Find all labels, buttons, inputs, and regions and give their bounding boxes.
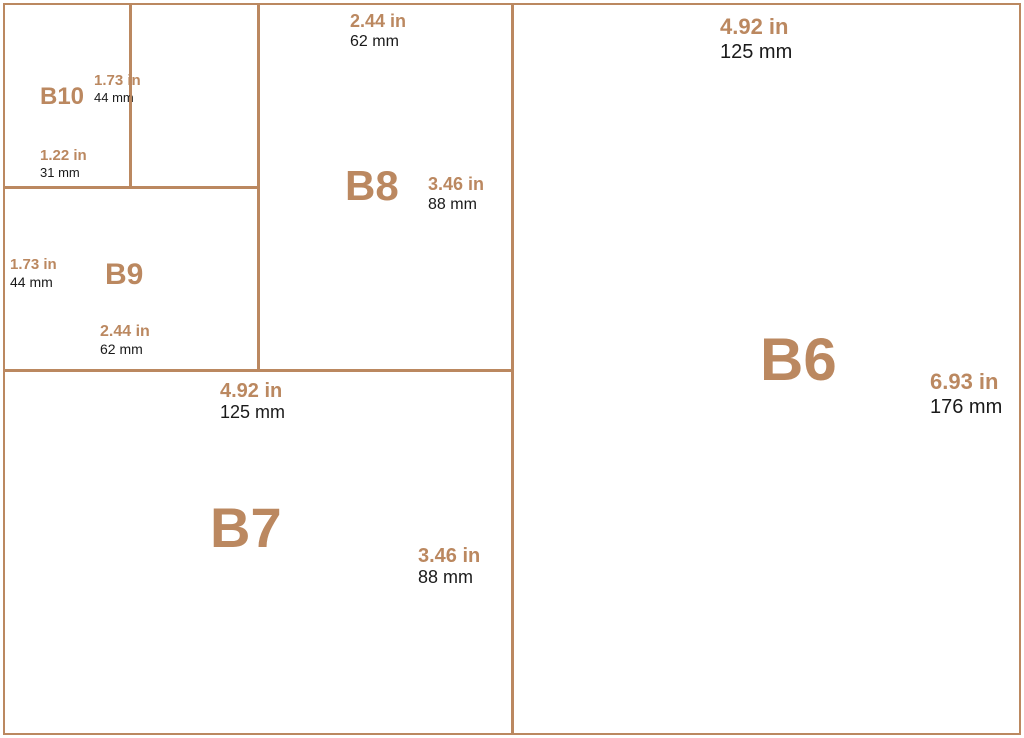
b9-left-mm: 44 mm bbox=[10, 275, 53, 290]
b9-bottom-inches: 2.44 in bbox=[100, 323, 150, 341]
b10-bottom-mm: 31 mm bbox=[40, 166, 80, 180]
box-title-b10: B10 bbox=[40, 85, 84, 109]
b7-top-inches: 4.92 in bbox=[220, 380, 282, 402]
b9-bottom-mm: 62 mm bbox=[100, 342, 143, 357]
b6-right-mm: 176 mm bbox=[930, 396, 1002, 418]
b7-right-inches: 3.46 in bbox=[418, 545, 480, 567]
b8-right-inches: 3.46 in bbox=[428, 175, 484, 195]
box-title-b6: B6 bbox=[760, 330, 837, 390]
box-title-b8: B8 bbox=[345, 165, 399, 207]
b6-top-mm: 125 mm bbox=[720, 41, 792, 63]
b7-right-mm: 88 mm bbox=[418, 568, 473, 588]
b8-right-mm: 88 mm bbox=[428, 196, 477, 214]
b6-top-inches: 4.92 in bbox=[720, 15, 788, 39]
b9-left-inches: 1.73 in bbox=[10, 257, 57, 274]
b7-top-mm: 125 mm bbox=[220, 403, 285, 423]
b8-top-mm: 62 mm bbox=[350, 33, 399, 51]
box-title-b7: B7 bbox=[210, 500, 282, 556]
box-title-b9: B9 bbox=[105, 260, 143, 290]
b10-right-mm: 44 mm bbox=[94, 91, 134, 105]
box-b11_blank bbox=[130, 3, 259, 188]
paper-size-diagram: B64.92 in125 mm6.93 in176 mmB74.92 in125… bbox=[0, 0, 1024, 738]
b8-top-inches: 2.44 in bbox=[350, 12, 406, 32]
b10-bottom-inches: 1.22 in bbox=[40, 148, 87, 165]
b6-right-inches: 6.93 in bbox=[930, 370, 998, 394]
